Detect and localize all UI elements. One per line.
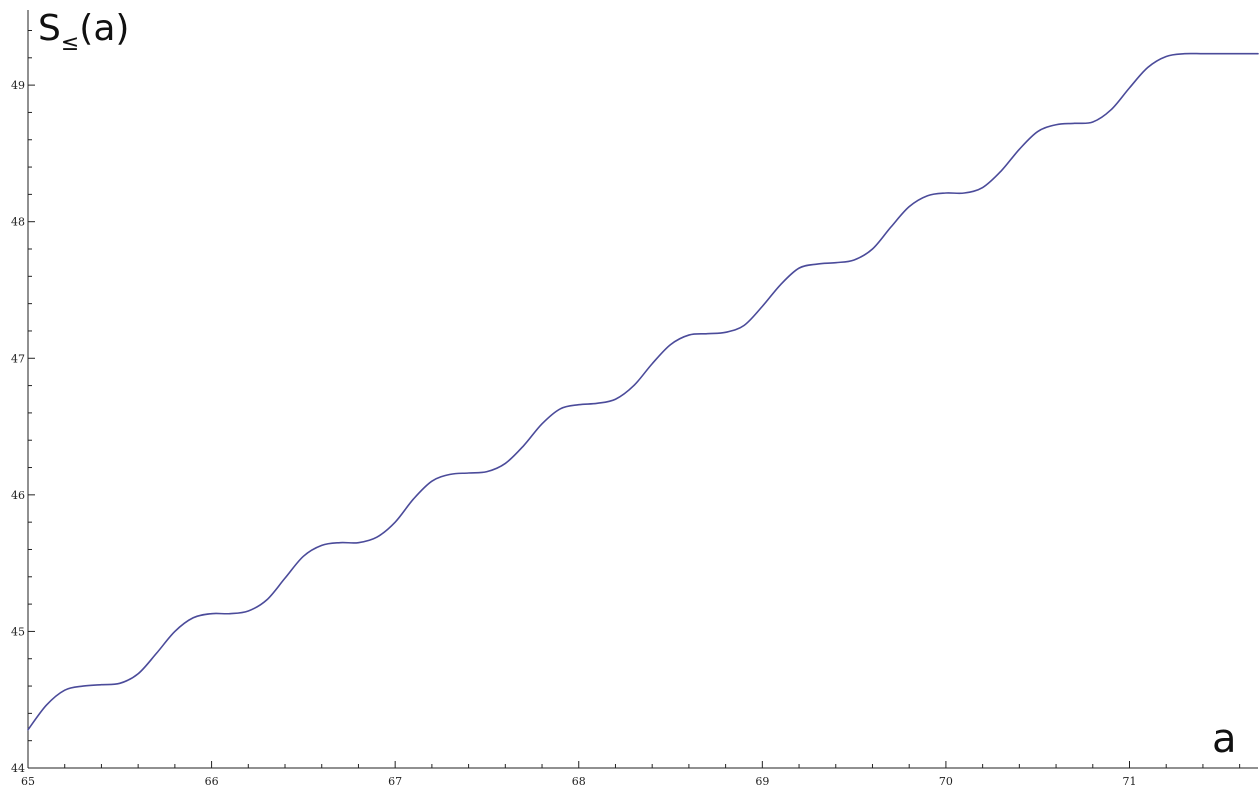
y-tick-label: 44 [11,762,25,775]
y-axis-label: S≤(a) [38,8,129,56]
y-tick-label: 45 [11,625,25,638]
x-tick-label: 69 [755,775,769,788]
x-tick-label: 68 [572,775,586,788]
series-line [27,52,1259,731]
y-axis-label-args: (a) [79,8,129,49]
y-axis-label-main: S [38,8,61,49]
y-axis-label-sub: ≤ [61,31,79,56]
x-tick-label: 65 [21,775,35,788]
y-ticks: 44 45 46 47 48 49 [11,29,35,775]
axes [27,10,1258,769]
y-tick-label: 46 [11,489,25,502]
x-tick-label: 67 [388,775,402,788]
x-tick-label: 66 [205,775,219,788]
y-tick-label: 47 [11,352,25,365]
x-tick-label: 71 [1122,775,1136,788]
x-axis-label: a [1212,716,1237,762]
y-tick-label: 48 [11,216,25,229]
x-tick-label: 70 [939,775,953,788]
y-tick-label: 49 [11,79,25,92]
x-ticks: 65 66 67 68 69 70 71 [21,761,1241,788]
